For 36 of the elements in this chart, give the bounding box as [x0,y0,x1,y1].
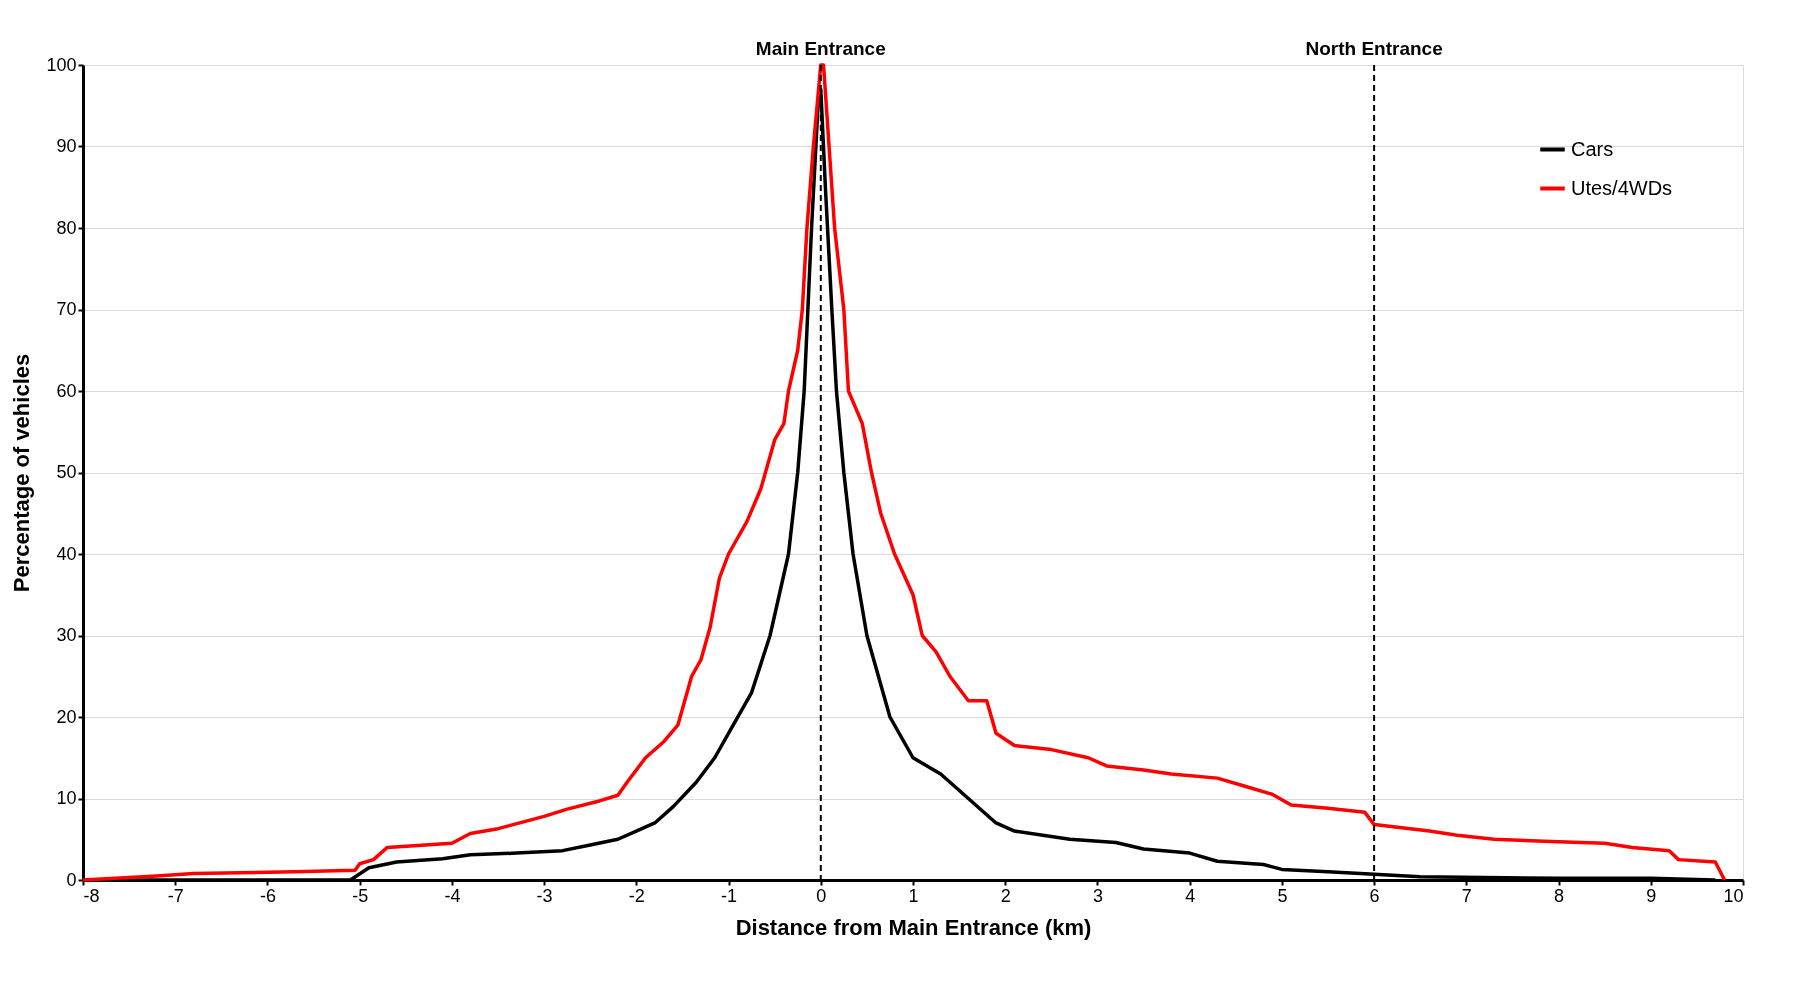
x-tick-label: -6 [259,885,276,906]
x-tick-label: 7 [1461,885,1472,906]
x-tick-label: -5 [352,885,369,906]
x-tick-label: -1 [721,885,738,906]
x-tick-label: 3 [1092,885,1103,906]
y-tick-label: 100 [46,54,77,75]
x-tick-label: -7 [167,885,184,906]
y-axis-title: Percentage of vehicles [9,353,35,593]
y-tick-label: 80 [56,217,77,238]
x-tick-label: -4 [444,885,461,906]
x-axis-title: Distance from Main Entrance (km) [735,914,1092,940]
y-tick-label: 90 [56,136,77,156]
ref-line-label: Main Entrance [755,38,886,59]
legend-label: Cars [1571,137,1614,160]
x-tick-label: 4 [1185,885,1196,906]
x-tick-label: 2 [1000,885,1011,906]
x-tick-label: 6 [1369,885,1380,906]
x-tick-label: 9 [1646,885,1657,906]
x-tick-label: -2 [628,885,645,906]
y-tick-label: 40 [56,543,77,564]
y-tick-label: 60 [56,380,77,401]
legend-label: Utes/4WDs [1571,176,1673,199]
x-tick-label: 0 [816,885,827,906]
x-tick-label: 1 [908,885,919,906]
ref-line-label: North Entrance [1305,38,1443,59]
y-tick-label: 0 [66,869,77,890]
x-tick-label: 5 [1277,885,1288,906]
y-tick-label: 50 [56,462,77,482]
y-tick-label: 70 [56,299,77,319]
x-tick-label: -3 [536,885,553,906]
y-tick-label: 20 [56,706,77,727]
x-tick-label: -8 [83,885,100,906]
x-tick-label: 10 [1723,885,1744,906]
x-tick-label: 8 [1554,885,1565,906]
y-tick-label: 30 [56,625,77,645]
y-tick-label: 10 [56,788,77,808]
